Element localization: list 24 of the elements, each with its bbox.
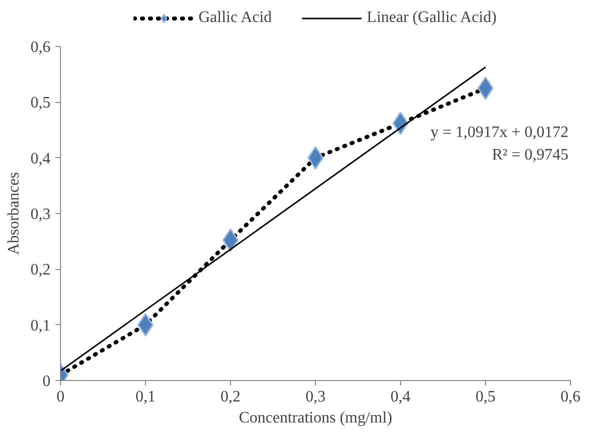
point — [222, 228, 239, 252]
y-tick-label: 0,3 — [30, 206, 50, 223]
y-tick-label: 0,6 — [30, 39, 50, 56]
x-tick-label: 0,1 — [136, 388, 156, 406]
y-tick-label: 0 — [42, 373, 50, 390]
legend-label: Gallic Acid — [198, 9, 272, 27]
x-tick-label: 0,2 — [220, 388, 240, 406]
x-tick-label: 0,4 — [390, 388, 410, 406]
x-tick-label: 0 — [56, 388, 64, 406]
point — [477, 76, 494, 100]
point — [307, 146, 324, 170]
y-axis-title: Absorbances — [6, 172, 22, 255]
y-tick-label: 0,4 — [30, 150, 50, 168]
legend-label: Linear (Gallic Acid) — [366, 9, 497, 27]
y-tick-label: 0,1 — [30, 317, 50, 334]
x-tick-label: 0,6 — [560, 388, 580, 406]
annotation: R² = 0,9745 — [492, 146, 569, 164]
annotation: y = 1,0917x + 0,0172 — [430, 124, 568, 142]
y-tick-label: 0,2 — [30, 262, 50, 279]
x-tick-label: 0,5 — [476, 388, 496, 406]
point — [137, 313, 154, 337]
x-tick-label: 0,3 — [306, 388, 326, 406]
y-tick-label: 0,5 — [30, 94, 50, 112]
x-axis-title: Concentrations (mg/ml) — [238, 410, 392, 426]
